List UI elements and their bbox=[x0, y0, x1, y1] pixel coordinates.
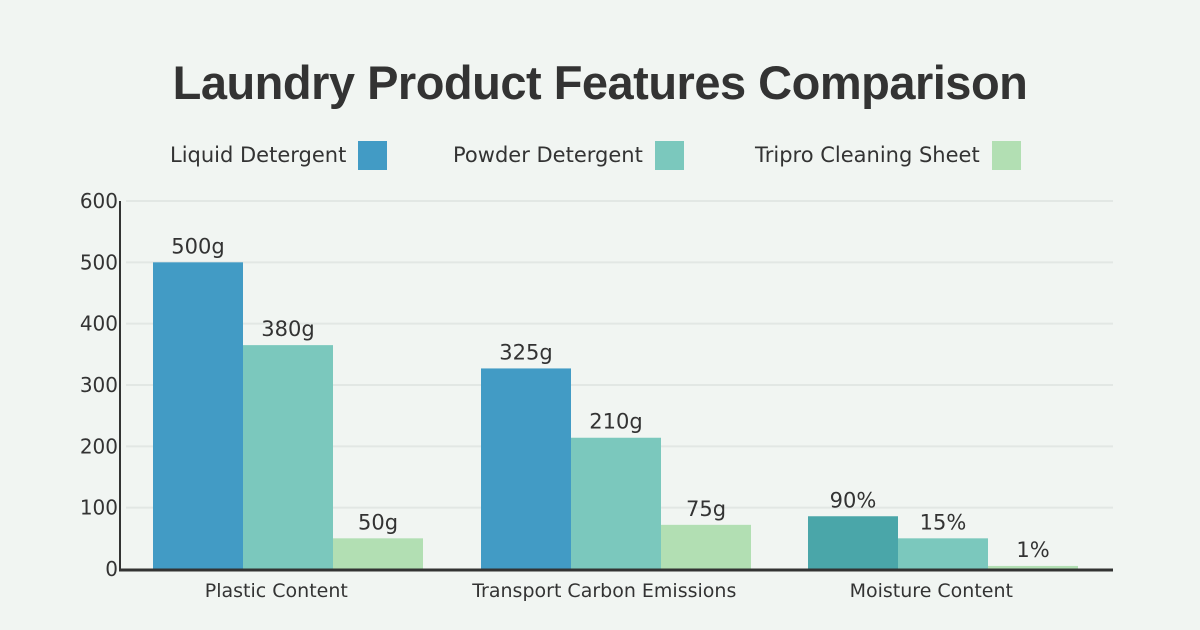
bar[interactable] bbox=[481, 368, 571, 569]
bar[interactable] bbox=[333, 538, 423, 569]
y-tick-label: 300 bbox=[80, 373, 118, 397]
bar-value-label: 380g bbox=[261, 317, 314, 341]
bar-labels: 500g 380g 50g 325g 210g 75g 90% 15% 1% bbox=[171, 234, 1049, 562]
legend-item-liquid-detergent[interactable]: Liquid Detergent bbox=[170, 139, 388, 171]
legend-item-powder-detergent[interactable]: Powder Detergent bbox=[453, 139, 684, 171]
bar[interactable] bbox=[243, 345, 333, 569]
bar[interactable] bbox=[571, 437, 661, 569]
y-tick-label: 0 bbox=[105, 557, 118, 581]
legend-item-tripro-cleaning-sheet[interactable]: Tripro Cleaning Sheet bbox=[755, 139, 1021, 171]
bar-value-label: 210g bbox=[589, 410, 642, 434]
category-labels: Plastic Content Transport Carbon Emission… bbox=[205, 580, 1013, 602]
bar-value-label: 50g bbox=[358, 510, 398, 534]
y-tick-label: 100 bbox=[80, 496, 118, 520]
y-tick-label: 400 bbox=[80, 312, 118, 336]
bar-value-label: 75g bbox=[686, 497, 726, 521]
y-tick-label: 200 bbox=[80, 434, 118, 458]
legend: Liquid Detergent Powder Detergent Tripro… bbox=[0, 139, 1200, 171]
legend-label: Liquid Detergent bbox=[170, 143, 347, 167]
bar-value-label: 15% bbox=[920, 510, 967, 534]
bar-value-label: 500g bbox=[171, 234, 224, 258]
bar[interactable] bbox=[153, 262, 243, 569]
bar[interactable] bbox=[661, 524, 751, 569]
bar-value-label: 325g bbox=[499, 340, 552, 364]
bar[interactable] bbox=[898, 538, 988, 569]
chart-title: Laundry Product Features Comparison bbox=[172, 56, 1028, 109]
legend-label: Tripro Cleaning Sheet bbox=[755, 143, 980, 167]
legend-label: Powder Detergent bbox=[453, 143, 643, 167]
bar-value-label: 1% bbox=[1016, 538, 1049, 562]
legend-swatch bbox=[991, 140, 1021, 170]
bar-value-label: 90% bbox=[830, 488, 877, 512]
y-tick-label: 600 bbox=[80, 189, 118, 213]
y-axis-ticks: 0 100 200 300 400 500 600 bbox=[80, 189, 118, 581]
y-tick-label: 500 bbox=[80, 250, 118, 274]
bar[interactable] bbox=[988, 565, 1078, 569]
bar[interactable] bbox=[808, 516, 898, 569]
x-category-label: Transport Carbon Emissions bbox=[471, 580, 736, 602]
legend-swatch bbox=[358, 140, 388, 170]
bars bbox=[153, 262, 1078, 569]
legend-swatch bbox=[654, 140, 684, 170]
x-category-label: Moisture Content bbox=[850, 580, 1013, 602]
x-category-label: Plastic Content bbox=[205, 580, 348, 602]
